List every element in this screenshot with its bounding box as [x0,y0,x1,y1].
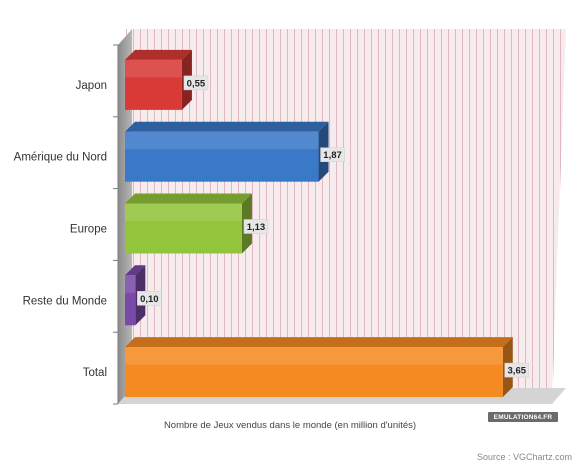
bar-highlight [125,59,182,78]
category-label: Total [83,367,107,379]
data-label: 0,10 [140,294,159,305]
bar-top-face [125,337,513,348]
data-label-box [504,362,530,378]
bar-front-face [125,275,136,326]
data-label-box [183,75,209,91]
x-axis-title-text: Nombre de Jeux vendus dans le monde (en … [163,420,417,431]
data-label-box [243,219,269,234]
category-label: Amérique du Nord [14,152,107,164]
category-label: Europe [70,224,107,236]
site-logo: EMULATION64.FR [488,412,558,422]
bar [125,337,513,398]
bar [125,121,329,182]
bar-highlight [125,203,242,221]
category-label: Japon [76,80,107,92]
category-label: Reste du Monde [23,295,107,307]
bar-front-face [125,203,242,254]
data-label: 0,55 [187,78,206,89]
data-label: 1,87 [323,150,342,161]
data-label: 3,65 [508,366,527,377]
source-note: Source : VGChartz.com [476,452,572,462]
bar-top-face [125,121,329,132]
logo-text: EMULATION64.FR [493,413,553,421]
bar [125,49,192,110]
data-label-box [320,147,345,162]
bar-top-face [125,49,192,60]
bar-front-face [125,347,503,398]
x-axis-title: Nombre de Jeux vendus dans le monde (en … [0,420,580,431]
bar-top-face [125,193,252,204]
bar-highlight [125,275,136,293]
bar-highlight [125,347,503,365]
bar-highlight [125,131,319,150]
bar [125,193,252,254]
data-label-box [137,291,162,306]
data-label: 1,13 [247,222,266,233]
bar-top-face [125,265,146,276]
bar-front-face [125,131,319,182]
bar-front-face [125,59,182,110]
